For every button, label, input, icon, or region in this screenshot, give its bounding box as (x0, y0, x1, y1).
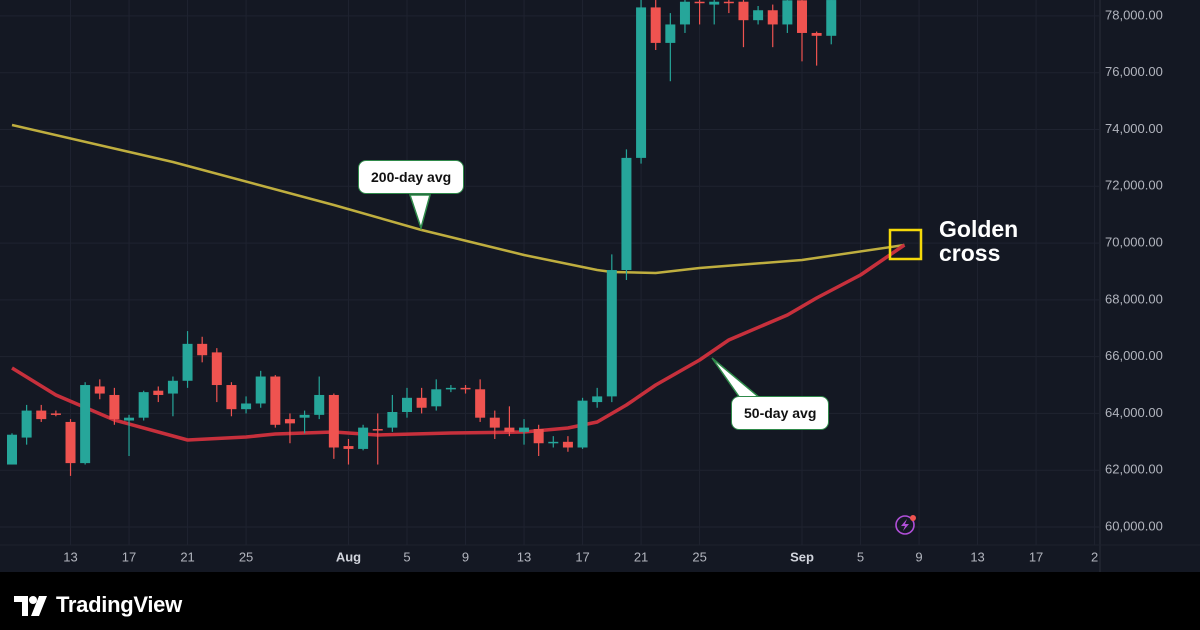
x-tick-label: 13 (970, 549, 984, 564)
x-tick-label: 17 (122, 549, 136, 564)
y-tick-label: 64,000.00 (1105, 405, 1163, 420)
candle-body (592, 396, 603, 403)
candle-body (241, 403, 252, 410)
candle-body (489, 417, 500, 428)
candle-body (50, 413, 61, 415)
x-tick-label: 5 (403, 549, 410, 564)
y-tick-label: 70,000.00 (1105, 235, 1163, 250)
candle-body (387, 412, 398, 428)
candle-body (299, 414, 310, 418)
y-tick-label: 76,000.00 (1105, 64, 1163, 79)
x-tick-label: 13 (63, 549, 77, 564)
candle-body (606, 270, 617, 397)
candle-body (519, 427, 530, 432)
candle-body (753, 10, 764, 21)
candle-body (343, 446, 354, 449)
candle-body (284, 419, 295, 424)
candle-body (94, 386, 105, 394)
candle-body (679, 1, 690, 25)
candle-body (445, 387, 456, 390)
x-tick-label: 21 (180, 549, 194, 564)
brand: TradingView (56, 592, 182, 617)
axis-labels: 60,000.00 62,000.00 64,000.00 66,000.00 68,0… (63, 7, 1163, 564)
candle-body (314, 394, 325, 415)
candle-body (723, 1, 734, 4)
x-tick-label: 17 (575, 549, 589, 564)
y-tick-label: 60,000.00 (1105, 518, 1163, 533)
y-tick-label: 72,000.00 (1105, 178, 1163, 193)
x-tick-label: 17 (1029, 549, 1043, 564)
candle-body (65, 421, 76, 464)
candle-body (372, 429, 383, 431)
candle-body (562, 441, 573, 448)
candle-body (211, 352, 222, 386)
candle-body (6, 434, 17, 465)
candle-body (504, 427, 515, 432)
candle-body (109, 394, 120, 420)
candle-body (811, 32, 822, 36)
candle-body (738, 1, 749, 21)
candle-body (416, 397, 427, 408)
candle-body (533, 429, 544, 444)
x-tick-label: 2 (1091, 549, 1098, 564)
candle-body (826, 0, 837, 36)
y-tick-label: 66,000.00 (1105, 348, 1163, 363)
annotation: Golden cross (939, 216, 1019, 266)
candle-body (460, 387, 471, 390)
callout-pointer (408, 194, 763, 399)
candle-body (21, 410, 32, 438)
y-tick-label: 74,000.00 (1105, 121, 1163, 136)
candle-body (636, 7, 647, 158)
moving-average-line (11, 243, 906, 442)
moving-average-line (11, 123, 905, 275)
candle-body (431, 389, 442, 407)
candle-body (138, 392, 149, 418)
candle-body (153, 390, 164, 395)
candle-body (709, 1, 720, 5)
candle-body (577, 400, 588, 448)
x-tick-label: Aug (336, 549, 361, 564)
x-tick-label: 9 (915, 549, 922, 564)
grid (0, 0, 1100, 545)
x-tick-label: 25 (239, 549, 253, 564)
y-tick-label: 62,000.00 (1105, 462, 1163, 477)
candle-body (80, 385, 91, 464)
candle-body (182, 343, 193, 381)
x-tick-label: 21 (634, 549, 648, 564)
candle-body (36, 410, 47, 420)
lightning-icon (895, 515, 916, 535)
x-tick-label: 25 (692, 549, 706, 564)
candle-body (650, 7, 661, 43)
candle-body (621, 157, 632, 271)
callout: 50-day avg (731, 396, 830, 430)
y-tick-label: 78,000.00 (1105, 7, 1163, 22)
candle-body (270, 376, 281, 425)
candle-body (767, 10, 778, 25)
candle-body (197, 343, 208, 356)
callout: 200-day avg (358, 160, 465, 194)
plot (6, 0, 906, 476)
candle-body (782, 0, 793, 25)
candle-body (226, 385, 237, 410)
candle-body (694, 1, 705, 4)
x-tick-label: 5 (857, 549, 864, 564)
candle-body (401, 397, 412, 413)
candle-body (255, 376, 266, 404)
candle-body (358, 427, 369, 449)
x-tick-label: 13 (517, 549, 531, 564)
candle-body (328, 394, 339, 448)
chart: 60,000.00 62,000.00 64,000.00 66,000.00 68,0… (0, 0, 1200, 572)
candle-body (665, 24, 676, 43)
candle-body (167, 380, 178, 394)
x-tick-label: Sep (790, 549, 814, 564)
x-tick-label: 9 (462, 549, 469, 564)
candle-body (796, 0, 807, 33)
candle-body (548, 441, 559, 444)
candle-body (124, 417, 135, 421)
brand-logo (14, 596, 47, 616)
golden-cross-marker (888, 228, 923, 261)
y-tick-label: 68,000.00 (1105, 291, 1163, 306)
candle-body (475, 389, 486, 418)
